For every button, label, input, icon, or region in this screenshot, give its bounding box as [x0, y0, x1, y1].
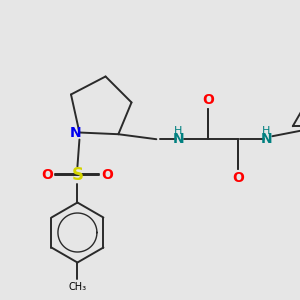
Text: CH₃: CH₃ [68, 281, 86, 292]
Text: S: S [71, 166, 83, 184]
Text: N: N [172, 132, 184, 146]
Text: O: O [202, 93, 214, 107]
Text: N: N [70, 125, 81, 140]
Text: O: O [232, 171, 244, 185]
Text: H: H [174, 126, 182, 136]
Text: O: O [41, 167, 53, 182]
Text: O: O [101, 167, 113, 182]
Text: H: H [262, 126, 271, 136]
Text: N: N [260, 132, 272, 146]
